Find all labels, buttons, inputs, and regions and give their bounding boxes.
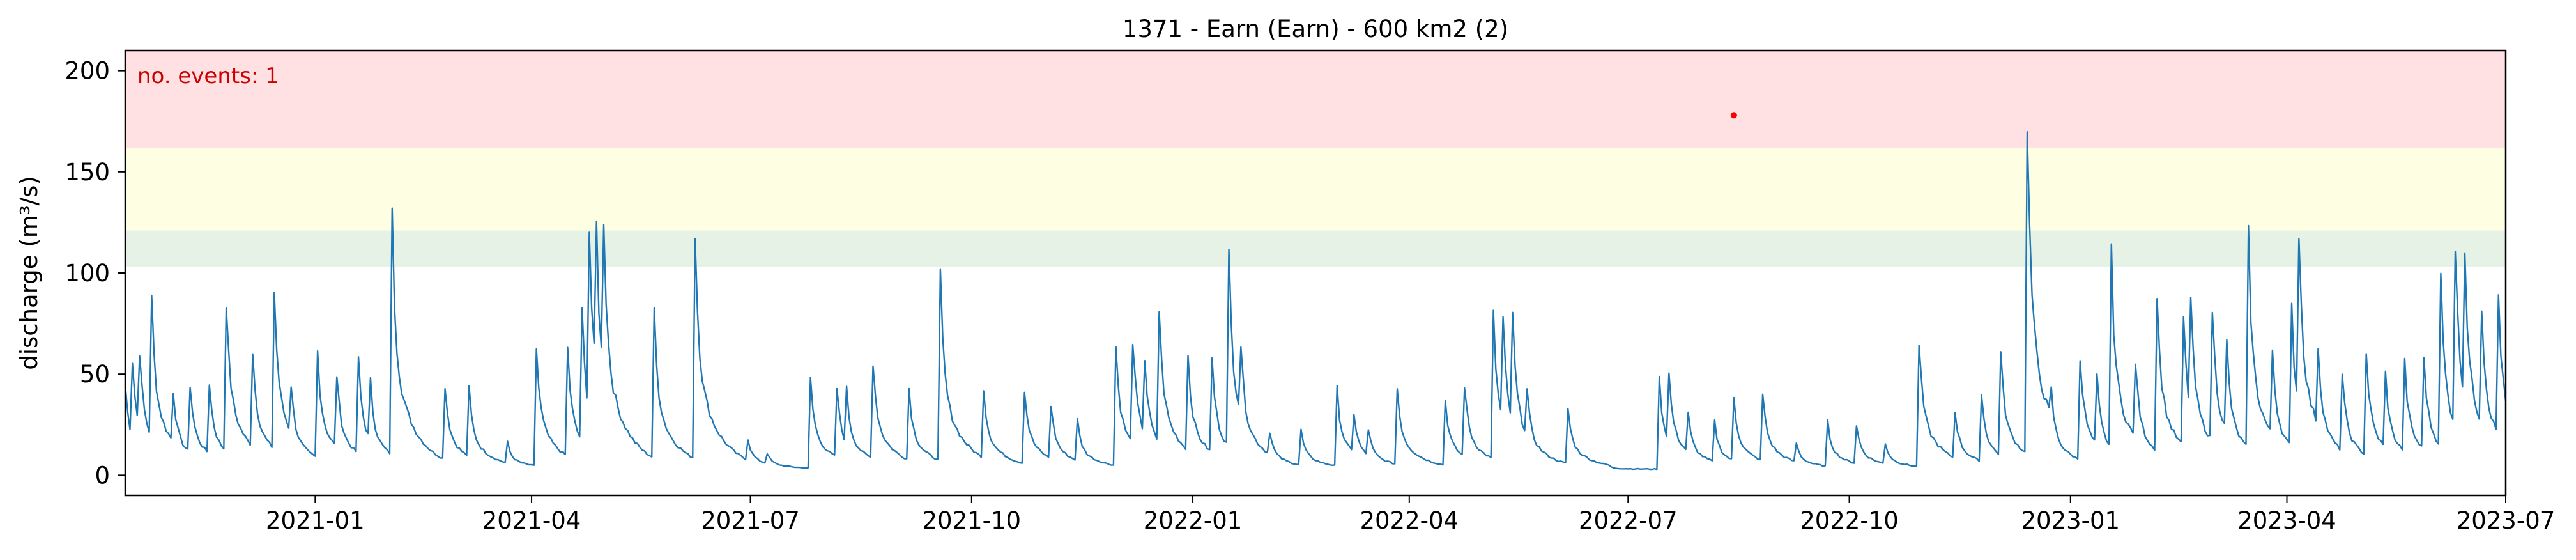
x-tick-label-5: 2022-01: [1144, 507, 1243, 534]
y-tick-label-1: 0: [95, 462, 110, 489]
discharge-series-line: [124, 130, 2507, 471]
y-tick-label-3: 100: [65, 260, 110, 287]
threshold-band-2: [125, 147, 2506, 231]
events-layer: [1730, 112, 1737, 119]
y-tick-label-4: 150: [65, 159, 110, 186]
x-tick-label-7: 2022-07: [1579, 507, 1678, 534]
x-tick-label-3: 2021-07: [701, 507, 800, 534]
event-count-annotation: no. events: 1: [137, 63, 279, 89]
y-axis: 0 50 100 150 200: [65, 58, 125, 489]
threshold-bands: [125, 51, 2506, 267]
y-tick-label-5: 200: [65, 58, 110, 85]
chart-title: 1371 - Earn (Earn) - 600 km2 (2): [1123, 15, 1508, 43]
x-tick-label-9: 2023-01: [2021, 507, 2120, 534]
x-tick-label-4: 2021-10: [922, 507, 1021, 534]
y-axis-label: discharge (m³/s): [15, 176, 43, 370]
threshold-band-1: [125, 230, 2506, 267]
x-tick-label-2: 2021-04: [482, 507, 581, 534]
x-tick-label-1: 2021-01: [266, 507, 365, 534]
x-tick-label-10: 2023-04: [2237, 507, 2336, 534]
threshold-band-3: [125, 51, 2506, 148]
x-tick-label-8: 2022-10: [1800, 507, 1899, 534]
x-tick-label-11: 2023-07: [2457, 507, 2556, 534]
x-tick-label-6: 2022-04: [1360, 507, 1459, 534]
series-layer: [124, 130, 2507, 471]
x-axis: 2021-01 2021-04 2021-07 2021-10 2022-01 2022-…: [266, 495, 2555, 534]
y-tick-label-2: 50: [80, 361, 110, 388]
event-marker-1: [1730, 112, 1737, 119]
